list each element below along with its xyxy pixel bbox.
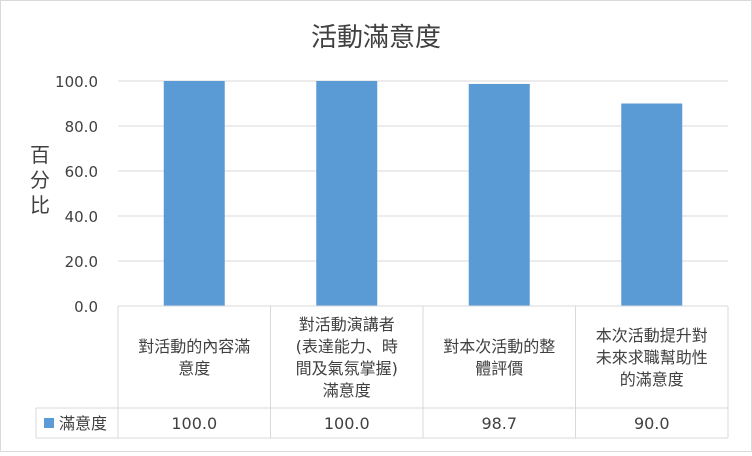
y-tick-label: 100.0 [55, 73, 98, 91]
x-category-label: 對活動演講者 [299, 315, 395, 334]
x-category-label: 對本次活動的整 [443, 337, 555, 356]
bars [163, 81, 683, 306]
y-tick-label: 40.0 [65, 208, 98, 226]
x-category-label: 間及氣氛掌握) [296, 359, 398, 378]
data-value-label: 98.7 [481, 414, 517, 433]
x-category-label: (表達能力、時 [296, 337, 398, 356]
y-axis-label-char: 比 [30, 193, 50, 217]
data-value-label: 100.0 [324, 414, 370, 433]
x-category-label: 體評價 [475, 359, 523, 378]
y-tick-label: 80.0 [65, 118, 98, 136]
x-category-label: 的滿意度 [620, 370, 684, 389]
data-value-label: 100.0 [171, 414, 217, 433]
y-axis-ticks: 0.0 20.0 40.0 60.0 80.0 100.0 [55, 73, 98, 316]
y-tick-label: 20.0 [65, 253, 98, 271]
x-category-label: 本次活動提升對 [596, 326, 708, 345]
y-tick-label: 60.0 [65, 163, 98, 181]
x-category-label: 意度 [178, 359, 210, 378]
y-axis-label: 百分比 [30, 143, 50, 217]
x-category-label: 未來求職幫助性 [596, 348, 708, 367]
legend-label: 滿意度 [59, 414, 107, 433]
y-axis-label-char: 分 [30, 168, 50, 192]
x-category-label: 滿意度 [323, 381, 371, 400]
y-axis-label-char: 百 [30, 143, 50, 167]
x-category-label: 對活動的內容滿 [138, 337, 250, 356]
bar [621, 103, 683, 306]
data-value-label: 90.0 [634, 414, 670, 433]
chart-title: 活動滿意度 [311, 23, 441, 53]
bar [316, 81, 378, 306]
legend-swatch [44, 418, 54, 428]
bar [163, 81, 225, 306]
bar [468, 83, 530, 306]
y-tick-label: 0.0 [74, 298, 98, 316]
